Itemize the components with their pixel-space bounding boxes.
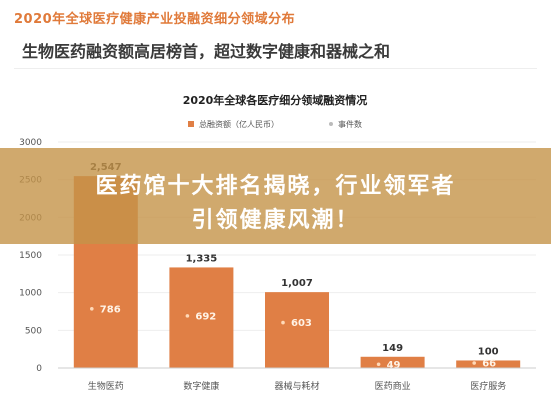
event-point	[185, 314, 190, 318]
bar	[169, 267, 234, 368]
bar-value-label: 1,335	[186, 253, 218, 264]
bar-value-label: 149	[382, 343, 403, 354]
event-value-label: 603	[291, 318, 312, 329]
x-tick-label: 医疗服务	[470, 380, 506, 392]
event-value-label: 786	[100, 304, 121, 315]
x-tick-label: 数字健康	[183, 380, 219, 392]
event-value-label: 49	[387, 360, 401, 371]
header-divider	[14, 68, 537, 69]
event-point	[472, 361, 477, 365]
bar	[265, 292, 329, 368]
legend-label-funding: 总融资额（亿人民币）	[199, 119, 279, 129]
chart-title: 2020年全球各医疗细分领域融资情况	[183, 93, 368, 107]
y-tick-label: 0	[36, 364, 42, 374]
headline-banner	[0, 148, 551, 244]
header-title: 2020年全球医疗健康产业投融资细分领域分布	[14, 12, 296, 27]
header-subtitle: 生物医药融资额高居榜首，超过数字健康和器械之和	[22, 42, 391, 61]
legend-swatch-events	[329, 122, 333, 126]
y-tick-label: 3000	[19, 138, 42, 148]
event-value-label: 66	[482, 359, 496, 370]
y-tick-label: 500	[25, 326, 42, 336]
event-point	[376, 362, 381, 367]
bar-value-label: 100	[478, 346, 499, 357]
event-point	[90, 306, 94, 311]
chart-legend: 总融资额（亿人民币） 事件数	[188, 119, 362, 129]
x-tick-label: 医药商业	[375, 380, 411, 392]
legend-label-events: 事件数	[338, 119, 362, 129]
x-tick-label: 生物医药	[88, 380, 124, 392]
bar-value-label: 1,007	[281, 278, 313, 289]
banner-headline: 医药馆十大排名揭晓，行业领军者	[95, 174, 456, 199]
event-value-label: 692	[195, 311, 216, 322]
x-tick-label: 器械与耗材	[274, 380, 319, 392]
y-tick-label: 1000	[19, 289, 42, 299]
bar	[360, 356, 425, 368]
legend-swatch-funding	[188, 121, 194, 127]
y-tick-label: 1500	[19, 251, 42, 261]
x-axis: 生物医药 数字健康 器械与耗材 医药商业 医疗服务	[58, 367, 536, 392]
banner-subheadline: 引领健康风潮！	[191, 208, 360, 233]
event-point	[281, 320, 285, 325]
bar	[456, 360, 521, 368]
